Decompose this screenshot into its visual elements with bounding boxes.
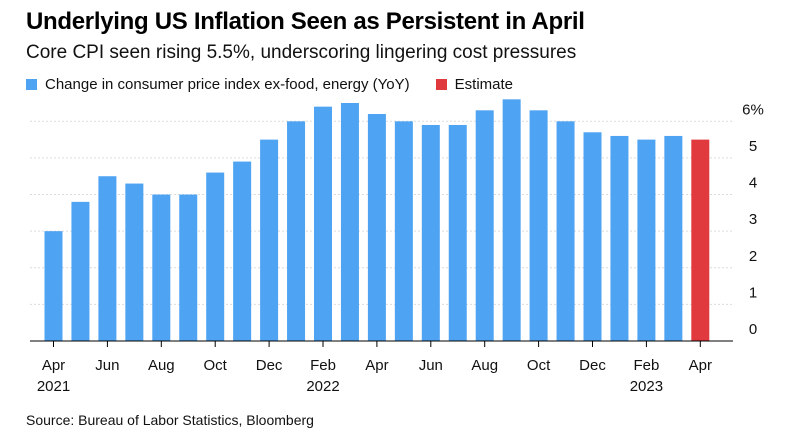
legend-item-estimate: Estimate [435, 76, 514, 93]
x-tick-label-month: Jun [419, 357, 443, 374]
data-bar [448, 124, 467, 341]
legend-swatch-core-cpi [26, 79, 37, 90]
chart-title: Underlying US Inflation Seen as Persiste… [26, 8, 585, 35]
data-bar [556, 121, 575, 341]
data-bar [475, 110, 494, 341]
x-tick-label-month: Feb [310, 357, 336, 374]
legend-label-core-cpi: Change in consumer price index ex-food, … [45, 76, 410, 93]
data-bar [529, 110, 548, 341]
x-tick-label-month: Jun [95, 357, 119, 374]
x-tick-label-month: Feb [633, 357, 659, 374]
data-bar [367, 113, 386, 341]
x-tick-label-year: 2021 [37, 378, 70, 395]
y-tick-label: 6% [742, 101, 764, 118]
data-bar [206, 172, 225, 341]
x-tick-label-month: Aug [148, 357, 175, 374]
data-bar [394, 121, 413, 341]
y-tick-label: 1 [749, 284, 757, 301]
x-tick-label-month: Oct [527, 357, 551, 374]
data-bar [340, 103, 359, 341]
legend-item-core-cpi: Change in consumer price index ex-food, … [26, 76, 410, 93]
x-tick-label-year: 2023 [630, 378, 663, 395]
chart-legend: Change in consumer price index ex-food, … [26, 76, 539, 93]
y-tick-label: 3 [749, 211, 757, 228]
data-bar [583, 132, 602, 341]
data-bar [179, 194, 198, 341]
data-bar [125, 183, 144, 341]
y-tick-label: 4 [749, 175, 757, 192]
legend-label-estimate: Estimate [454, 76, 514, 93]
data-bar [98, 176, 117, 341]
data-bar [314, 106, 332, 342]
data-bar [287, 121, 306, 341]
x-tick-label-month: Dec [256, 357, 283, 374]
y-tick-label: 5 [749, 138, 757, 155]
data-bar [44, 231, 63, 341]
x-tick-label-month: Apr [689, 357, 712, 374]
x-tick-label-month: Apr [42, 357, 65, 374]
x-tick-label-month: Oct [204, 357, 228, 374]
data-bar [502, 99, 521, 341]
chart-subtitle: Core CPI seen rising 5.5%, underscoring … [26, 42, 577, 63]
data-bar [664, 135, 683, 341]
bar-chart: 0 1 2 3 4 5 6% Apr 2021 Jun Aug Oct Dec Feb 2022 Apr Jun… [30, 99, 764, 395]
x-tick-label-year: 2022 [306, 378, 339, 395]
data-bar [637, 139, 656, 341]
estimate-bar [691, 139, 710, 341]
data-bar [152, 194, 171, 341]
data-bar [610, 135, 629, 341]
legend-swatch-estimate [435, 79, 447, 90]
x-tick-label-month: Dec [579, 357, 606, 374]
source-note: Source: Bureau of Labor Statistics, Bloo… [26, 412, 314, 428]
data-bar [421, 124, 440, 341]
data-bar [233, 161, 252, 341]
x-tick-label-month: Apr [365, 357, 388, 374]
y-tick-label: 2 [749, 248, 757, 265]
y-tick-label: 0 [749, 321, 757, 338]
x-tick-label-month: Aug [471, 357, 498, 374]
data-bar [71, 201, 90, 341]
data-bar [260, 139, 279, 341]
